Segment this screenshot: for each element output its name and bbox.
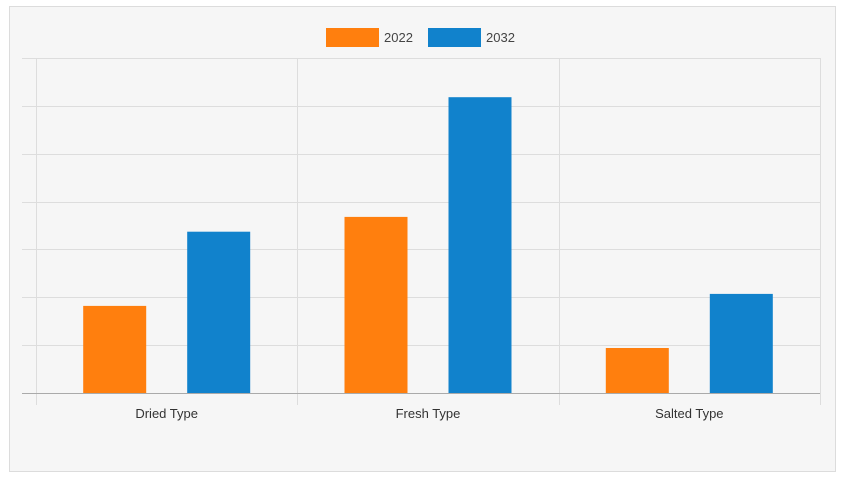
legend-label-2022[interactable]: 2022 (384, 30, 413, 45)
legend: 2022 2032 (326, 28, 515, 47)
bar-2032-fresh-type[interactable] (448, 97, 512, 393)
bar-2022-fresh-type[interactable] (344, 216, 408, 393)
legend-label-2032[interactable]: 2032 (486, 30, 515, 45)
chart-panel (9, 6, 836, 472)
bar-2032-dried-type[interactable] (187, 231, 251, 393)
legend-swatch-2022[interactable] (326, 28, 379, 47)
bar-2032-salted-type[interactable] (709, 293, 773, 393)
gridlines (22, 58, 821, 405)
bars (83, 97, 773, 393)
x-tick-label: Salted Type (655, 406, 723, 421)
x-tick-label: Dried Type (135, 406, 198, 421)
legend-swatch-2032[interactable] (428, 28, 481, 47)
x-tick-label: Fresh Type (396, 406, 461, 421)
bar-2022-salted-type[interactable] (605, 348, 669, 393)
x-tick-labels: Dried Type Fresh Type Salted Type (135, 406, 723, 421)
bar-2022-dried-type[interactable] (83, 305, 147, 393)
